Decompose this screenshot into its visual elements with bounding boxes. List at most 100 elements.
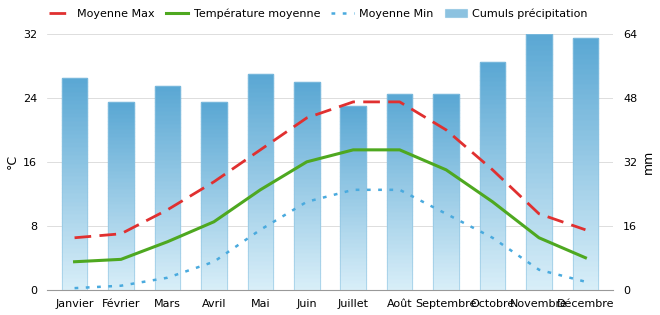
Bar xyxy=(108,211,134,215)
Bar xyxy=(341,106,366,110)
Bar xyxy=(201,154,226,158)
Bar xyxy=(62,107,87,112)
Bar xyxy=(434,133,459,137)
Bar xyxy=(294,240,319,244)
Bar xyxy=(387,149,412,153)
Bar xyxy=(248,268,273,272)
Bar xyxy=(248,229,273,234)
Bar xyxy=(248,225,273,229)
Bar xyxy=(108,267,134,271)
Bar xyxy=(154,253,180,257)
Bar xyxy=(480,226,506,231)
Bar xyxy=(341,132,366,135)
Bar xyxy=(201,267,226,271)
Bar xyxy=(248,74,273,290)
Bar xyxy=(341,110,366,113)
Bar xyxy=(434,141,459,145)
Bar xyxy=(154,216,180,220)
Bar xyxy=(201,169,226,173)
Bar xyxy=(434,94,459,98)
Bar xyxy=(341,213,366,216)
Bar xyxy=(341,161,366,165)
Bar xyxy=(62,120,87,124)
Bar xyxy=(480,244,506,249)
Bar xyxy=(154,208,180,212)
Bar xyxy=(387,262,412,266)
Bar xyxy=(434,106,459,110)
Bar xyxy=(526,157,552,162)
Bar xyxy=(526,106,552,111)
Bar xyxy=(62,133,87,137)
Bar xyxy=(248,117,273,121)
Bar xyxy=(573,204,598,209)
Bar xyxy=(294,252,319,256)
Bar xyxy=(434,137,459,141)
Y-axis label: mm: mm xyxy=(642,150,655,174)
Bar xyxy=(480,276,506,281)
Bar xyxy=(480,112,506,117)
Bar xyxy=(573,184,598,189)
Bar xyxy=(526,167,552,172)
Bar xyxy=(154,168,180,171)
Bar xyxy=(526,249,552,254)
Bar xyxy=(387,164,412,168)
Bar xyxy=(480,167,506,171)
Bar xyxy=(201,260,226,263)
Y-axis label: °C: °C xyxy=(5,154,18,169)
Bar xyxy=(434,231,459,235)
Bar xyxy=(526,146,552,152)
Bar xyxy=(387,98,412,102)
Bar xyxy=(434,255,459,258)
Bar xyxy=(387,223,412,227)
Bar xyxy=(387,258,412,262)
Bar xyxy=(62,230,87,235)
Bar xyxy=(108,188,134,192)
Bar xyxy=(62,112,87,116)
Bar xyxy=(480,121,506,126)
Bar xyxy=(480,185,506,190)
Bar xyxy=(201,271,226,275)
Bar xyxy=(434,129,459,133)
Bar xyxy=(480,190,506,194)
Bar xyxy=(526,172,552,177)
Bar xyxy=(387,208,412,211)
Bar xyxy=(434,184,459,188)
Bar xyxy=(201,128,226,132)
Bar xyxy=(154,212,180,216)
Bar xyxy=(201,158,226,162)
Bar xyxy=(341,117,366,121)
Bar xyxy=(201,245,226,249)
Bar xyxy=(480,281,506,285)
Bar xyxy=(526,111,552,116)
Bar xyxy=(62,158,87,163)
Bar xyxy=(248,113,273,117)
Bar xyxy=(387,235,412,239)
Bar xyxy=(387,200,412,203)
Bar xyxy=(108,278,134,282)
Bar xyxy=(294,107,319,111)
Bar xyxy=(62,86,87,91)
Bar xyxy=(341,231,366,235)
Bar xyxy=(154,175,180,180)
Bar xyxy=(294,261,319,265)
Bar xyxy=(573,285,598,290)
Bar xyxy=(248,147,273,152)
Bar xyxy=(201,211,226,215)
Bar xyxy=(108,200,134,203)
Bar xyxy=(62,95,87,99)
Bar xyxy=(248,160,273,164)
Bar xyxy=(248,100,273,104)
Bar xyxy=(526,80,552,85)
Bar xyxy=(108,102,134,106)
Bar xyxy=(573,239,598,244)
Bar xyxy=(248,281,273,285)
Bar xyxy=(480,272,506,276)
Bar xyxy=(387,113,412,117)
Bar xyxy=(387,157,412,160)
Bar xyxy=(387,278,412,282)
Bar xyxy=(480,221,506,226)
Bar xyxy=(434,98,459,102)
Bar xyxy=(154,220,180,225)
Bar xyxy=(108,230,134,233)
Bar xyxy=(526,279,552,285)
